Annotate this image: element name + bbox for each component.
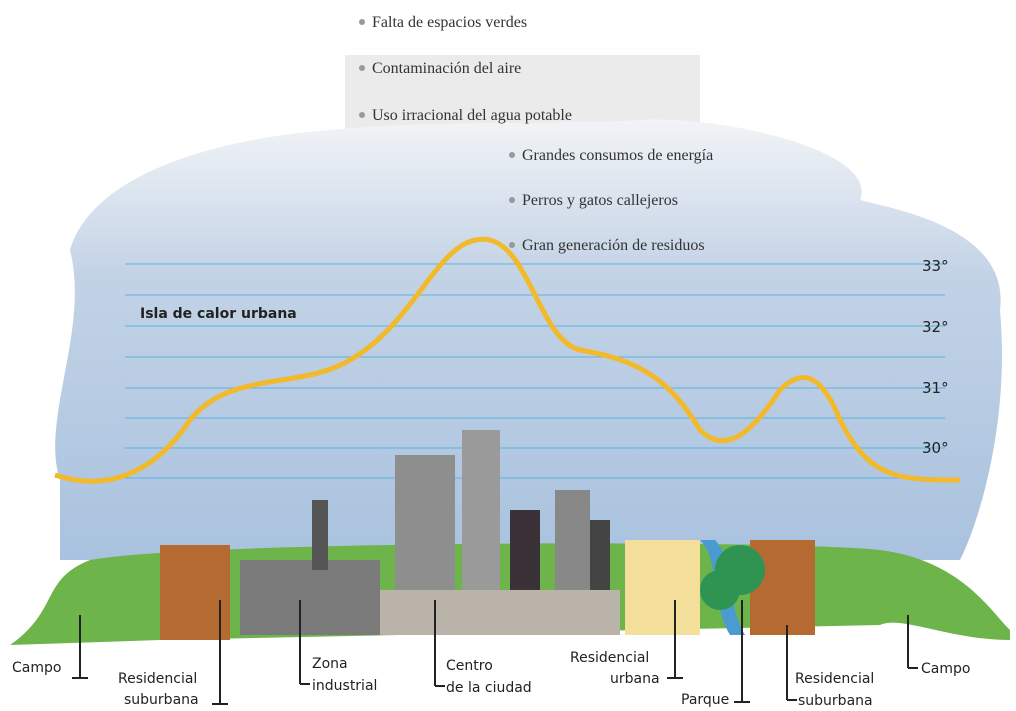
- zone-label: Parque: [681, 692, 729, 708]
- zone-label: industrial: [312, 678, 377, 694]
- zone-label: Campo: [12, 660, 61, 676]
- problem-item: Gran generación de residuos: [522, 237, 705, 254]
- temperature-label: 31°: [922, 379, 949, 397]
- diagram-title: Isla de calor urbana: [140, 306, 297, 322]
- zone-label: Residencial: [570, 650, 649, 666]
- problem-item: Contaminación del aire: [372, 60, 521, 77]
- problem-item: Falta de espacios verdes: [372, 14, 527, 31]
- zone-label: Campo: [921, 661, 970, 677]
- diagram: Falta de espacios verdes Contaminación d…: [0, 0, 1016, 711]
- zone-label: Centro: [446, 658, 493, 674]
- zone-label: suburbana: [124, 692, 199, 708]
- heat-cloud: [55, 120, 1002, 560]
- temperature-label: 32°: [922, 318, 949, 336]
- zone-label: Zona: [312, 656, 348, 672]
- temperature-label: 30°: [922, 439, 949, 457]
- problem-item: Grandes consumos de energía: [522, 147, 713, 164]
- problem-item: Uso irracional del agua potable: [372, 107, 572, 124]
- zone-label: Residencial: [795, 671, 874, 687]
- zone-label: suburbana: [798, 693, 873, 709]
- zone-label: urbana: [610, 671, 660, 687]
- temperature-label: 33°: [922, 257, 949, 275]
- zone-labels: Campo Residencial suburbana Zona industr…: [12, 650, 970, 709]
- background: [10, 55, 1010, 645]
- problem-item: Perros y gatos callejeros: [522, 192, 678, 209]
- zone-label: de la ciudad: [446, 680, 532, 696]
- zone-label: Residencial: [118, 671, 197, 687]
